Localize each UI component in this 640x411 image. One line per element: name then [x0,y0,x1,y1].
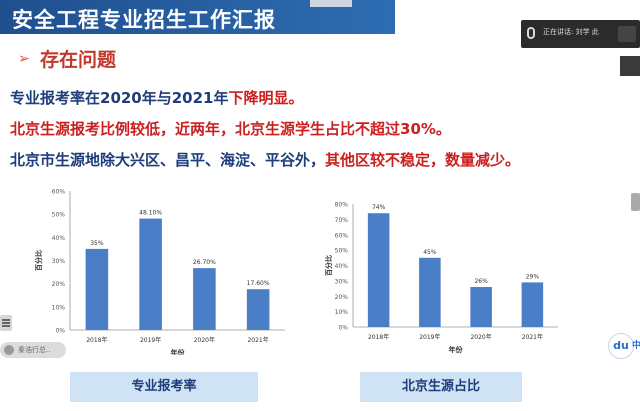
text-line-2: 北京生源报考比例较低，近两年，北京生源学生占比不超过30%。 [10,120,451,138]
slide-title: 安全工程专业招生工作汇报 [12,8,276,32]
y-tick-label: 70% [335,217,349,224]
y-tick-label: 60% [335,232,349,239]
data-label: 45% [423,249,437,256]
y-tick-label: 60% [52,189,66,196]
caption-beijing-share: 北京生源占比 [360,372,522,402]
chart-bar [419,257,441,327]
avatar [4,345,14,355]
x-axis-label: 年份 [449,345,464,354]
text-line-3: 北京市生源地除大兴区、昌平、海淀、平谷外，其他区较不稳定，数量减少。 [10,149,520,170]
speaking-label: 正在讲话: 刘学 此 [543,28,599,36]
text-line-3-a: 北京市生源地除大兴区、昌平、海淀、平谷外， [10,151,326,169]
y-tick-label: 30% [335,278,349,285]
data-label: 35% [90,240,104,247]
x-tick-label: 2018年 [368,333,389,341]
y-tick-label: 30% [52,258,66,265]
data-label: 74% [372,204,386,211]
y-tick-label: 10% [335,309,349,316]
participant-pill[interactable]: 秦浩行总.. [0,342,66,358]
x-tick-label: 2019年 [419,333,440,341]
data-label: 29% [526,273,540,280]
x-tick-label: 2021年 [522,333,543,341]
x-axis-label: 年份 [171,348,186,355]
chart-bar [521,282,544,327]
y-tick-label: 10% [52,304,66,311]
y-tick-label: 40% [52,235,66,242]
chart-bar [367,213,390,327]
side-video-thumbnail[interactable] [620,56,640,76]
data-label: 48.10% [139,210,162,217]
chart-bar [246,289,270,330]
text-line-1: 专业报考率在2020年与2021年下降明显。 [10,87,304,108]
y-tick-label: 50% [335,248,349,255]
data-label: 26.70% [193,259,216,266]
chart-bar [470,287,492,327]
chart-beijing-share: 0% 10% 20% 30% 40% 50% 60% 70% 80% 74% 2018年 45% 201… [324,202,558,354]
y-tick-label: 20% [52,281,66,288]
y-tick-label: 20% [335,294,349,301]
microphone-icon [527,27,535,39]
y-tick-label: 0% [55,328,65,335]
du-badge-icon[interactable]: du [608,333,634,359]
chart-bar [193,268,216,330]
y-tick-label: 50% [52,212,66,219]
text-line-3-b: 其他区较不稳定，数量减少。 [325,151,521,169]
y-tick-label: 80% [335,202,349,209]
text-line-1-b: 下降明显。 [228,89,304,107]
chart-application-rate: 0% 10% 20% 30% 40% 50% 60% 35% 2018年 48.10% 2019年 2… [34,189,285,355]
y-tick-label: 0% [338,325,348,332]
x-tick-label: 2019年 [140,336,161,344]
menu-icon[interactable] [0,315,12,331]
chart-bar [139,218,162,330]
data-label: 17.60% [247,280,270,287]
x-tick-label: 2021年 [247,336,268,344]
caption-application-rate: 专业报考率 [70,372,258,402]
x-tick-label: 2020年 [194,336,215,344]
section-heading: 存在问题 [40,49,117,71]
title-tab-decoration [310,0,352,7]
du-badge-tail: 中 [632,341,640,351]
chart-bar [85,248,109,330]
y-tick-label: 40% [335,263,349,270]
bullet-arrow-icon: ➢ [18,51,30,67]
side-panel-toggle[interactable] [631,193,640,211]
text-line-1-a: 专业报考率在2020年与2021年 [10,89,229,107]
data-label: 26% [474,278,488,285]
x-tick-label: 2018年 [86,336,107,344]
y-axis-label: 百分比 [324,255,333,276]
active-speaker-strip[interactable]: 正在讲话: 刘学 此 [521,20,640,48]
participant-pill-label: 秦浩行总.. [18,346,51,354]
y-axis-label: 百分比 [34,250,43,271]
x-tick-label: 2020年 [470,333,491,341]
participant-video-thumbnail[interactable] [618,26,636,42]
